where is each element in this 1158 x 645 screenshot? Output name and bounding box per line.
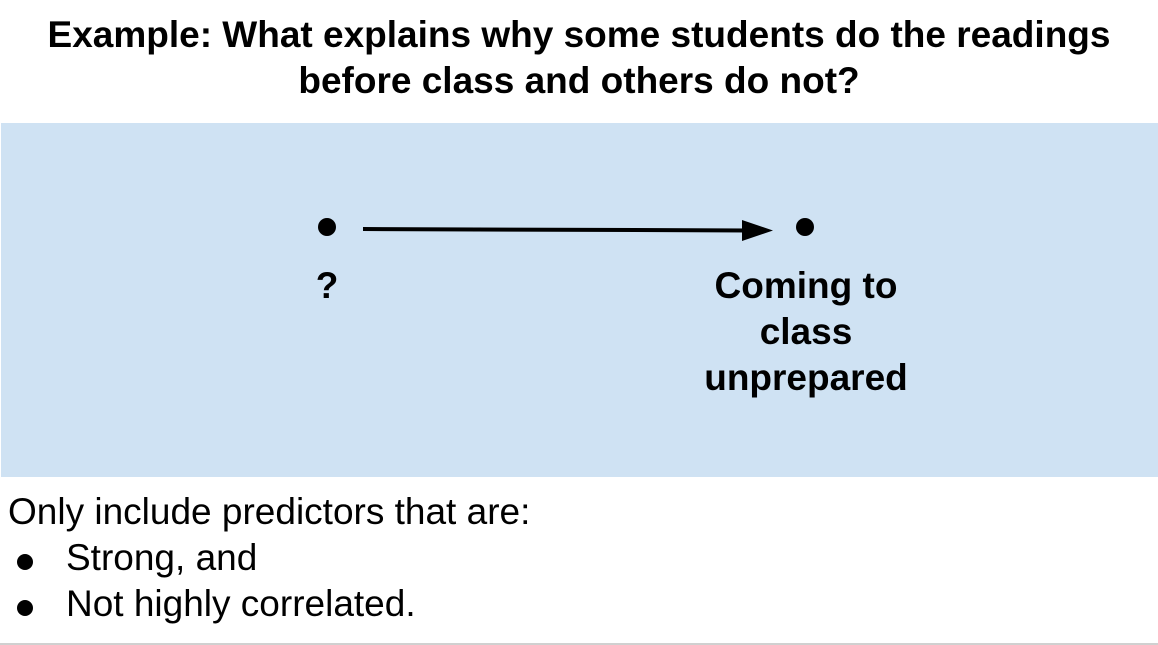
diagram-panel: ? Coming to class unprepared [1, 123, 1158, 477]
cause-node-dot [318, 218, 336, 236]
outcome-label-line-3: unprepared [704, 357, 908, 398]
bullet-item: Strong, and [8, 535, 530, 581]
slide-title: Example: What explains why some students… [0, 12, 1158, 104]
title-line-2: before class and others do not? [298, 60, 860, 101]
arrow-shaft [362, 227, 750, 233]
outcome-label-line-2: class [759, 311, 853, 352]
bullet-item: Not highly correlated. [8, 581, 530, 627]
notes-intro: Only include predictors that are: [8, 491, 531, 532]
causal-arrow [362, 220, 773, 241]
title-line-1: Example: What explains why some students… [47, 14, 1111, 55]
cause-label: ? [315, 265, 339, 306]
bullet-text: Strong, and [66, 537, 258, 578]
bullet-text: Not highly correlated. [66, 583, 416, 624]
bullet-dot-icon [17, 554, 33, 570]
arrow-head [742, 220, 773, 241]
bullet-dot-icon [17, 600, 33, 616]
notes-bullet-list: Strong, and Not highly correlated. [8, 535, 530, 627]
outcome-label-line-1: Coming to [714, 265, 898, 306]
outcome-label: Coming to class unprepared [656, 263, 956, 401]
notes: Only include predictors that are: Strong… [8, 489, 530, 627]
outcome-node-dot [796, 218, 814, 236]
